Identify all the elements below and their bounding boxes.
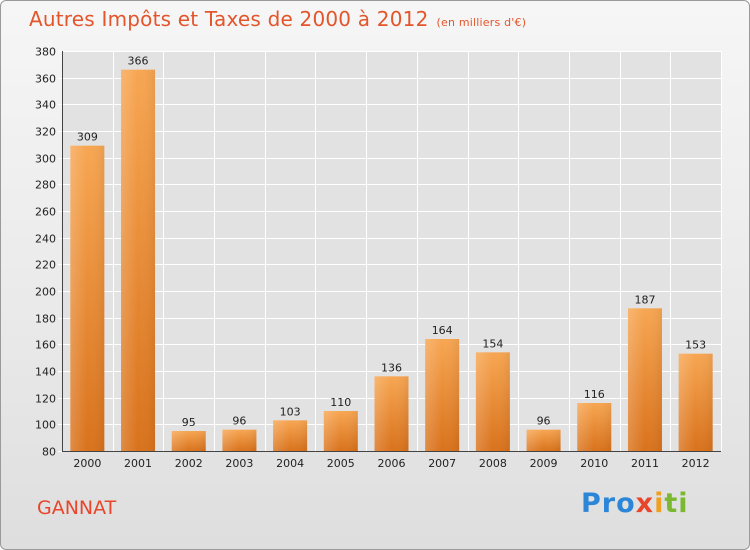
chart-title: Autres Impôts et Taxes de 2000 à 2012 (en… bbox=[29, 7, 526, 31]
logo-part-3: i bbox=[654, 488, 665, 519]
y-tick-label: 360 bbox=[35, 73, 56, 86]
chart-title-text: Autres Impôts et Taxes de 2000 à 2012 bbox=[29, 7, 429, 31]
bar-shine bbox=[273, 420, 308, 451]
y-tick-label: 380 bbox=[35, 46, 56, 59]
y-tick-label: 140 bbox=[35, 366, 56, 379]
bar-value-label: 95 bbox=[182, 416, 196, 429]
bar-value-label: 164 bbox=[432, 324, 453, 337]
y-tick-label: 160 bbox=[35, 339, 56, 352]
x-tick-label: 2005 bbox=[327, 457, 355, 470]
bar-shine bbox=[425, 339, 460, 451]
place-name: GANNAT bbox=[37, 497, 117, 519]
y-tick-label: 120 bbox=[35, 393, 56, 406]
y-tick-label: 260 bbox=[35, 206, 56, 219]
bars-layer bbox=[70, 69, 713, 452]
x-tick-label: 2012 bbox=[682, 457, 710, 470]
x-tick-label: 2001 bbox=[124, 457, 152, 470]
bar-value-label: 103 bbox=[280, 405, 301, 418]
bar-shine bbox=[577, 403, 612, 451]
bar-shine bbox=[171, 431, 206, 451]
y-tick-label: 320 bbox=[35, 126, 56, 139]
x-tick-label: 2002 bbox=[175, 457, 203, 470]
logo-part-2: x bbox=[635, 488, 655, 519]
bar-value-label: 116 bbox=[584, 388, 605, 401]
chart-subtitle: (en milliers d'€) bbox=[436, 16, 527, 29]
y-tick-label: 180 bbox=[35, 313, 56, 326]
axis-layer: 80 100 120 140 160 180 200 220 240 260 280 300 320 34… bbox=[35, 46, 721, 470]
bar-shine bbox=[374, 376, 409, 451]
bar-shine bbox=[475, 352, 510, 451]
y-tick-label: 280 bbox=[35, 179, 56, 192]
bar-value-label: 187 bbox=[634, 293, 655, 306]
y-tick-label: 240 bbox=[35, 233, 56, 246]
bar-shine bbox=[678, 353, 713, 451]
x-tick-label: 2004 bbox=[276, 457, 304, 470]
bar-value-label: 309 bbox=[77, 131, 98, 144]
y-tick-label: 80 bbox=[42, 446, 56, 459]
x-tick-label: 2011 bbox=[631, 457, 659, 470]
y-tick-label: 300 bbox=[35, 153, 56, 166]
proxiti-logo[interactable]: Proxiti bbox=[581, 488, 689, 519]
bar-shine bbox=[121, 69, 156, 452]
bar-value-label: 136 bbox=[381, 361, 402, 374]
bar-value-label: 110 bbox=[330, 396, 351, 409]
bar-shine bbox=[222, 429, 257, 451]
y-tick-label: 100 bbox=[35, 419, 56, 432]
bar-shine bbox=[323, 411, 358, 451]
bar-value-label: 366 bbox=[128, 55, 149, 68]
x-tick-label: 2003 bbox=[225, 457, 253, 470]
bar-value-label: 154 bbox=[482, 337, 503, 350]
x-tick-label: 2000 bbox=[73, 457, 101, 470]
bar-value-label: 96 bbox=[537, 415, 551, 428]
logo-part-1: Pro bbox=[581, 488, 636, 519]
y-tick-label: 340 bbox=[35, 99, 56, 112]
x-tick-label: 2008 bbox=[479, 457, 507, 470]
x-tick-label: 2009 bbox=[530, 457, 558, 470]
bar-shine bbox=[526, 429, 561, 451]
bar-value-label: 96 bbox=[232, 415, 246, 428]
x-tick-label: 2007 bbox=[428, 457, 456, 470]
bar-value-label: 153 bbox=[685, 339, 706, 352]
y-tick-label: 220 bbox=[35, 259, 56, 272]
x-tick-label: 2010 bbox=[580, 457, 608, 470]
bar-shine bbox=[627, 308, 662, 451]
x-tick-label: 2006 bbox=[378, 457, 406, 470]
y-tick-label: 200 bbox=[35, 286, 56, 299]
bar-shine bbox=[70, 145, 105, 451]
logo-part-4: ti bbox=[664, 488, 689, 519]
